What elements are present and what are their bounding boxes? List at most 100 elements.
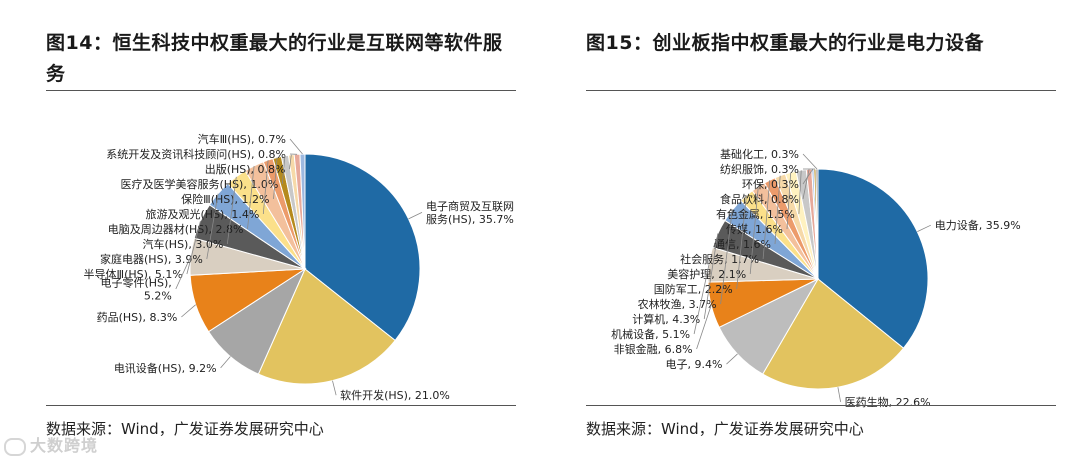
slice-label: 半导体Ⅲ(HS), 5.1% <box>84 267 183 281</box>
slice-label: 农林牧渔, 3.7% <box>638 297 717 311</box>
leader-line <box>206 193 219 260</box>
slice-label-line: 药品(HS), 8.3% <box>97 311 178 324</box>
slice-label-line: 通信, 1.6% <box>714 238 771 251</box>
slice-label: 非银金融, 6.8% <box>614 342 693 356</box>
chart-title: 图14：恒生科技中权重最大的行业是互联网等软件服务 <box>46 32 503 85</box>
chart-panel-right: 图15：创业板指中权重最大的行业是电力设备 电力设备, 35.9% 医药生物, 2… <box>540 0 1060 465</box>
leader-line <box>262 160 269 215</box>
slice-label: 软件开发(HS), 21.0% <box>340 388 450 402</box>
pie-slice <box>299 153 306 270</box>
leader-line <box>281 155 286 185</box>
pie-chart-chinext: 电力设备, 35.9% 医药生物, 22.6% 基础化工, 0.3%纺织服饰, 0.… <box>611 147 1021 409</box>
slice-label-line: 汽车Ⅲ(HS), 0.7% <box>198 132 286 146</box>
slice-label: 环保, 0.3% <box>742 177 799 191</box>
leader-line <box>703 233 719 320</box>
slice-label: 电子零件(HS), 5.2% <box>100 277 171 303</box>
title-divider <box>586 90 1056 91</box>
slice-label-line: 社会服务, 1.7% <box>680 252 759 266</box>
slice-label-line: 电子零件(HS), <box>100 277 171 290</box>
slice-label-line: 系统开发及资讯科技顾问(HS), 0.8% <box>106 147 286 161</box>
slice-label: 食品饮料, 0.8% <box>720 192 799 206</box>
slice-label-line: 农林牧渔, 3.7% <box>638 297 717 311</box>
leader-line <box>181 304 196 318</box>
leader-line <box>332 380 337 396</box>
slice-label: 国防军工, 2.2% <box>654 282 733 296</box>
leader-line <box>289 138 303 155</box>
slice-label: 汽车Ⅲ(HS), 0.7% <box>198 132 286 146</box>
leader-line <box>247 165 255 230</box>
slice-label: 通信, 1.6% <box>714 238 771 251</box>
slice-label: 保险Ⅲ(HS), 1.2% <box>181 192 269 206</box>
slice-label-line: 半导体Ⅲ(HS), 5.1% <box>84 267 183 281</box>
leader-line <box>802 169 810 200</box>
slice-label: 医药生物, 22.6% <box>845 395 931 409</box>
chart-panel-left: 图14：恒生科技中权重最大的行业是互联网等软件服务 电子商贸及互联网服务(HS)… <box>0 0 520 465</box>
leader-line <box>696 305 712 350</box>
leader-line <box>220 356 231 369</box>
slice-label: 药品(HS), 8.3% <box>97 311 178 324</box>
leader-line <box>762 180 771 260</box>
slice-label: 家庭电器(HS), 3.9% <box>100 252 203 266</box>
slice-label-line: 电力设备, 35.9% <box>935 218 1021 232</box>
source-note: 数据来源：Wind，广发证券发展研究中心 <box>46 420 324 438</box>
leader-line <box>175 256 192 290</box>
slice-label-line: 医药生物, 22.6% <box>845 395 931 409</box>
slice-label-line: 电子商贸及互联网 <box>426 199 514 213</box>
slice-label: 基础化工, 0.3% <box>720 147 799 161</box>
slice-label-line: 软件开发(HS), 21.0% <box>340 388 450 402</box>
source-divider <box>586 405 1056 406</box>
slice-label: 电子, 9.4% <box>666 358 723 371</box>
slice-label-line: 非银金融, 6.8% <box>614 342 693 356</box>
slice-label-line: 5.2% <box>144 290 172 303</box>
slice-label-line: 纺织服饰, 0.3% <box>720 162 799 176</box>
slice-label-line: 旅游及观光(HS), 1.4% <box>146 207 260 221</box>
source-note: 数据来源：Wind，广发证券发展研究中心 <box>586 420 864 438</box>
pie-slice <box>304 153 421 342</box>
slice-label: 出版(HS), 0.8% <box>205 162 286 176</box>
slice-label-line: 电脑及周边器材(HS), 2.8% <box>108 222 244 236</box>
leader-line <box>837 387 841 402</box>
watermark-logo: 大数跨境 <box>4 432 98 456</box>
slice-label: 电力设备, 35.9% <box>935 218 1021 232</box>
slice-label-line: 环保, 0.3% <box>742 177 799 191</box>
slice-label: 电子商贸及互联网服务(HS), 35.7% <box>426 199 514 226</box>
slice-label: 电脑及周边器材(HS), 2.8% <box>108 222 244 236</box>
slice-label: 系统开发及资讯科技顾问(HS), 0.8% <box>106 147 286 161</box>
slice-label-line: 保险Ⅲ(HS), 1.2% <box>181 192 269 206</box>
leader-line <box>726 353 738 365</box>
leader-line <box>186 220 201 275</box>
slice-label-line: 电讯设备(HS), 9.2% <box>114 361 217 375</box>
leader-line <box>798 170 802 215</box>
slice-label-line: 电子, 9.4% <box>666 358 723 371</box>
leader-line <box>802 153 818 170</box>
slice-label-line: 家庭电器(HS), 3.9% <box>100 252 203 266</box>
slice-label: 计算机, 4.3% <box>632 312 700 326</box>
leader-line <box>289 154 292 170</box>
leader-line <box>226 176 237 245</box>
slice-label: 社会服务, 1.7% <box>680 252 759 266</box>
title-divider <box>46 90 516 91</box>
slice-label-line: 食品饮料, 0.8% <box>720 192 799 206</box>
leader-line <box>774 175 781 245</box>
slice-label: 旅游及观光(HS), 1.4% <box>146 207 260 221</box>
leader-line <box>749 186 759 275</box>
slice-label: 电讯设备(HS), 9.2% <box>114 361 217 375</box>
leader-line <box>408 212 423 220</box>
slice-label-line: 服务(HS), 35.7% <box>426 213 514 226</box>
slice-label: 机械设备, 5.1% <box>611 327 690 341</box>
slice-label: 纺织服饰, 0.3% <box>720 162 799 176</box>
source-divider <box>46 405 516 406</box>
slice-label: 医疗及医学美容服务(HS), 1.0% <box>121 177 279 191</box>
leader-line <box>736 195 747 290</box>
slice-label-line: 计算机, 4.3% <box>632 312 700 326</box>
slice-label-line: 机械设备, 5.1% <box>611 327 690 341</box>
slice-label-line: 出版(HS), 0.8% <box>205 162 286 176</box>
pie-slice <box>762 278 905 390</box>
leader-line <box>693 264 710 335</box>
logo-icon <box>4 437 26 456</box>
slice-label-line: 国防军工, 2.2% <box>654 282 733 296</box>
chart-title: 图15：创业板指中权重最大的行业是电力设备 <box>586 32 984 54</box>
leader-line <box>720 210 733 305</box>
slice-label-line: 基础化工, 0.3% <box>720 147 799 161</box>
pie-chart-hang-seng-tech: 电子商贸及互联网服务(HS), 35.7% 软件开发(HS), 21.0% 汽车Ⅲ(… <box>84 132 514 402</box>
